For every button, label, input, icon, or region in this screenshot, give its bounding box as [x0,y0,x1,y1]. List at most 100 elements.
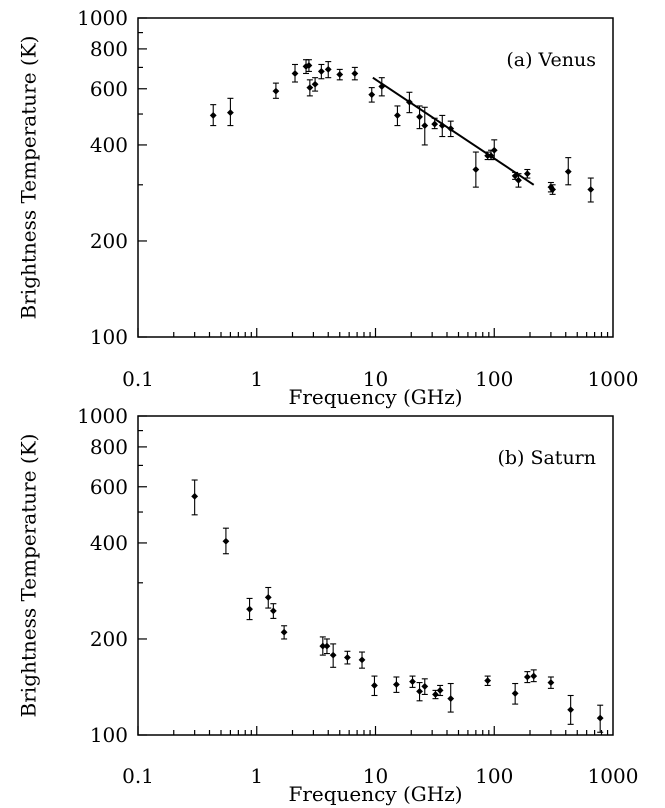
diamond-marker [547,679,555,686]
diamond-marker [319,642,327,650]
x-tick-label: 100 [475,367,513,391]
y-tick-label: 800 [90,435,128,459]
data-point [378,77,386,97]
venus-data-points [209,59,595,203]
data-point [567,694,575,725]
diamond-marker [567,706,575,714]
saturn-panel: 100 200 400 600 800 1000 0.1 1 10 100 1000 Freque… [17,404,639,806]
diamond-marker [523,673,531,681]
diamond-marker [329,651,337,659]
data-point [564,157,572,186]
data-point [280,625,288,640]
diamond-marker [227,109,234,117]
data-point [549,184,556,195]
venus-y-axis-label: Brightness Temperature (K) [17,36,41,320]
saturn-x-axis-label: Frequency (GHz) [288,782,462,806]
diamond-marker [416,113,423,121]
diamond-marker [416,687,423,695]
diamond-marker [264,593,272,601]
diamond-marker [515,176,522,184]
x-tick-label: 10 [363,764,388,788]
data-point [329,643,337,668]
diamond-marker [511,172,519,180]
diamond-marker [246,605,253,613]
diamond-marker [447,695,455,703]
venus-axis-ticks [137,17,609,338]
data-point [368,87,376,103]
data-point [421,678,429,696]
data-point [436,684,444,697]
saturn-x-tick-labels: 0.1 1 10 100 1000 [122,764,638,788]
y-tick-label: 100 [90,723,128,747]
diamond-marker [490,146,498,154]
data-point [523,671,531,684]
diamond-marker [523,170,531,178]
data-point [409,675,416,688]
y-tick-label: 400 [90,531,128,555]
data-point [317,63,325,80]
diamond-marker [530,672,538,680]
diamond-marker [596,714,604,722]
data-point [246,597,253,621]
venus-x-axis-label: Frequency (GHz) [288,385,462,409]
diamond-marker [317,68,325,75]
data-point [209,104,217,127]
data-point [222,527,230,555]
data-point [416,682,423,702]
data-point [438,114,446,138]
data-point [530,669,538,683]
data-point [264,586,272,609]
data-point [358,651,366,669]
venus-y-tick-labels: 100 200 400 600 800 1000 [77,6,128,349]
data-point [336,68,344,81]
y-tick-label: 600 [90,475,128,499]
x-tick-label: 0.1 [122,367,154,391]
x-tick-label: 1 [250,367,263,391]
venus-panel-label: (a) Venus [506,49,596,71]
y-tick-label: 800 [90,37,128,61]
diamond-marker [484,677,492,685]
diamond-marker [272,87,280,95]
venus-panel: 100 200 400 600 800 1000 0.1 1 10 100 1000 Freque… [17,6,639,409]
saturn-panel-label: (b) Saturn [497,447,596,469]
data-point [311,77,319,92]
diamond-marker [511,690,519,697]
data-point [547,676,555,689]
diamond-marker [431,120,439,128]
y-tick-label: 200 [90,229,128,253]
diamond-marker [344,654,351,661]
saturn-y-tick-labels: 100 200 400 600 800 1000 [77,404,128,747]
fit-line [372,76,535,186]
data-point [484,675,492,686]
diamond-marker [421,122,429,129]
diamond-marker [564,168,572,175]
diamond-marker [371,682,378,689]
data-point [447,682,455,713]
diamond-marker [323,642,331,650]
y-tick-label: 1000 [77,404,128,428]
diamond-marker [191,492,199,500]
diamond-marker [291,70,299,77]
data-point [472,151,480,188]
data-point [319,636,327,656]
saturn-data-points [191,479,604,733]
data-point [191,479,199,516]
diamond-marker [393,681,400,688]
data-point [324,61,332,79]
data-point [306,79,314,97]
y-tick-label: 100 [90,325,128,349]
diamond-marker [336,71,344,78]
diamond-marker [209,112,217,119]
diamond-marker [324,66,332,73]
x-tick-label: 1000 [588,764,639,788]
diamond-marker [438,122,446,129]
data-point [269,603,277,619]
data-point [523,168,531,179]
diamond-marker [472,166,480,173]
diamond-marker [587,186,595,193]
diamond-marker [269,607,277,615]
saturn-axis-ticks [137,415,609,736]
diamond-marker [394,112,401,119]
y-tick-label: 200 [90,627,128,651]
data-point [227,97,234,127]
